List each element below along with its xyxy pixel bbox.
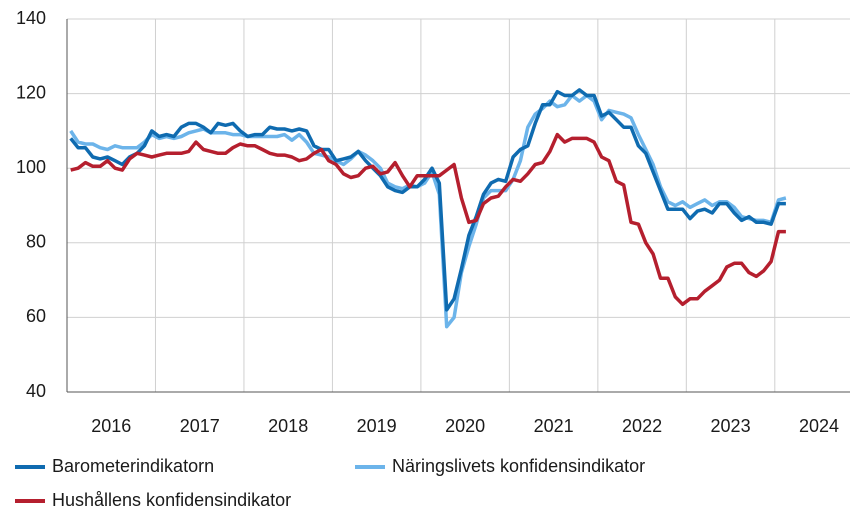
x-tick-label: 2018	[268, 416, 308, 436]
series-line	[70, 132, 786, 307]
series-line	[69, 88, 786, 312]
x-tick-label: 2023	[711, 416, 751, 436]
x-tick-label: 2019	[357, 416, 397, 436]
y-tick-label: 60	[26, 306, 46, 326]
y-tick-label: 80	[26, 232, 46, 252]
series-line	[69, 93, 787, 329]
legend-label: Hushållens konfidensindikator	[52, 490, 291, 510]
y-tick-label: 140	[16, 8, 46, 28]
legend-label: Barometerindikatorn	[52, 456, 214, 476]
legend-label: Näringslivets konfidensindikator	[392, 456, 645, 476]
x-tick-label: 2017	[180, 416, 220, 436]
y-tick-label: 120	[16, 82, 46, 102]
x-tick-label: 2022	[622, 416, 662, 436]
x-tick-label: 2016	[91, 416, 131, 436]
x-tick-label: 2021	[534, 416, 574, 436]
x-tick-label: 2024	[799, 416, 839, 436]
y-tick-label: 40	[26, 381, 46, 401]
x-tick-label: 2020	[445, 416, 485, 436]
y-tick-label: 100	[16, 157, 46, 177]
